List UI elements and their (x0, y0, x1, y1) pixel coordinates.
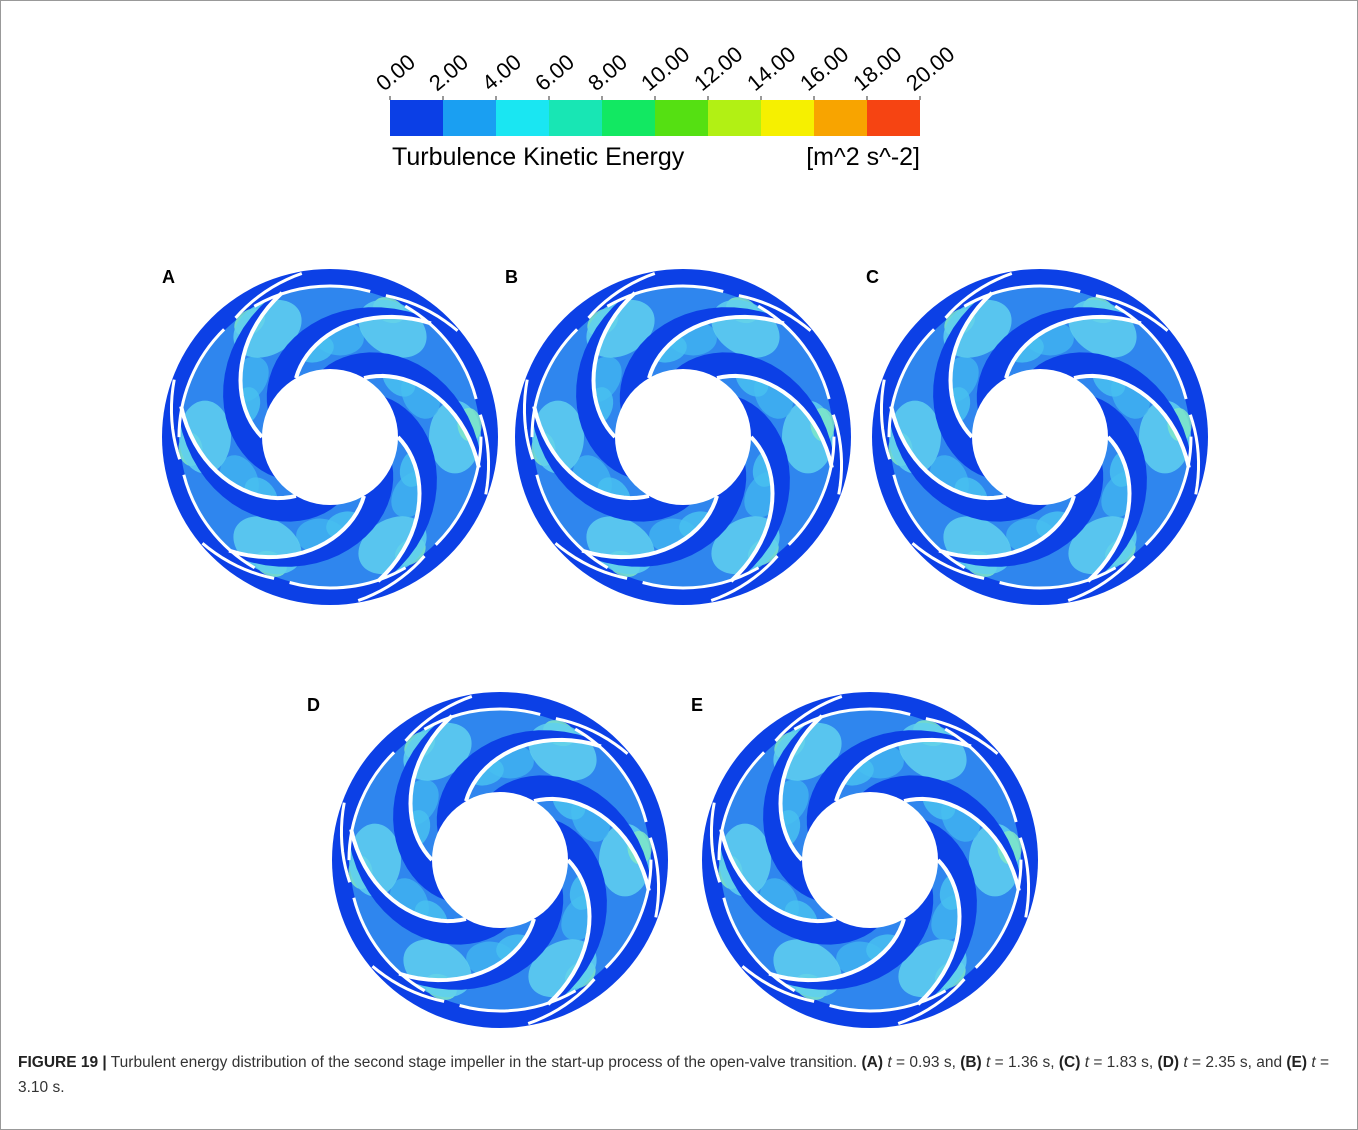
impeller-panel (162, 269, 498, 605)
panel-label: B (505, 267, 518, 287)
colorbar-tick-label: 18.00 (848, 41, 906, 96)
colorbar-tick-label: 0.00 (371, 49, 420, 96)
caption-item-label: (D) (1158, 1054, 1180, 1071)
caption-item-label: (B) (960, 1054, 982, 1071)
impeller-panel (332, 692, 668, 1028)
panel-label: D (307, 695, 320, 715)
caption-value: = 0.93 s, (896, 1054, 956, 1071)
panel-label: E (691, 695, 703, 715)
colorbar-tick-label: 6.00 (530, 49, 579, 96)
colorbar-segment (390, 100, 443, 136)
caption-variable: t (887, 1054, 891, 1071)
colorbar-segment (443, 100, 496, 136)
colorbar-segment (867, 100, 920, 136)
panel-label: A (162, 267, 175, 287)
caption-variable: t (1311, 1054, 1315, 1071)
caption-variable: t (986, 1054, 990, 1071)
colorbar-tick-label: 14.00 (742, 41, 800, 96)
caption-label: FIGURE 19 | (18, 1054, 107, 1071)
colorbar-tick-label: 10.00 (636, 41, 694, 96)
caption-text: Turbulent energy distribution of the sec… (111, 1054, 857, 1071)
caption-value: = 2.35 s, (1192, 1054, 1252, 1071)
colorbar-tick-label: 2.00 (424, 49, 473, 96)
caption: FIGURE 19 | Turbulent energy distributio… (18, 1050, 1338, 1100)
page: Turbulence Kinetic Energy [m^2 s^-2] 0.0… (0, 0, 1358, 1130)
caption-variable: t (1085, 1054, 1089, 1071)
impeller-panel (872, 269, 1208, 605)
colorbar-tick-label: 12.00 (689, 41, 747, 96)
colorbar-tick-label: 16.00 (795, 41, 853, 96)
colorbar-segment (496, 100, 549, 136)
colorbar-segment (549, 100, 602, 136)
caption-item-label: (A) (862, 1054, 884, 1071)
colorbar-segment (602, 100, 655, 136)
caption-conjunction: and (1256, 1054, 1282, 1071)
impeller-panel (515, 269, 851, 605)
colorbar-tick-label: 20.00 (901, 41, 959, 96)
colorbar-segment (708, 100, 761, 136)
colorbar-tick-label: 8.00 (583, 49, 632, 96)
colorbar-tick-label: 4.00 (477, 49, 526, 96)
colorbar-segment (655, 100, 708, 136)
colorbar-unit: [m^2 s^-2] (806, 143, 920, 171)
figure: Turbulence Kinetic Energy [m^2 s^-2] 0.0… (0, 0, 1358, 1130)
caption-item-label: (E) (1286, 1054, 1307, 1071)
colorbar-segment (814, 100, 867, 136)
panel-label: C (866, 267, 879, 287)
colorbar-title: Turbulence Kinetic Energy (392, 143, 685, 171)
caption-variable: t (1183, 1054, 1187, 1071)
colorbar-segment (761, 100, 814, 136)
caption-value: = 1.36 s, (995, 1054, 1055, 1071)
impeller-panel (702, 692, 1038, 1028)
caption-value: = 1.83 s, (1093, 1054, 1153, 1071)
caption-item-label: (C) (1059, 1054, 1081, 1071)
